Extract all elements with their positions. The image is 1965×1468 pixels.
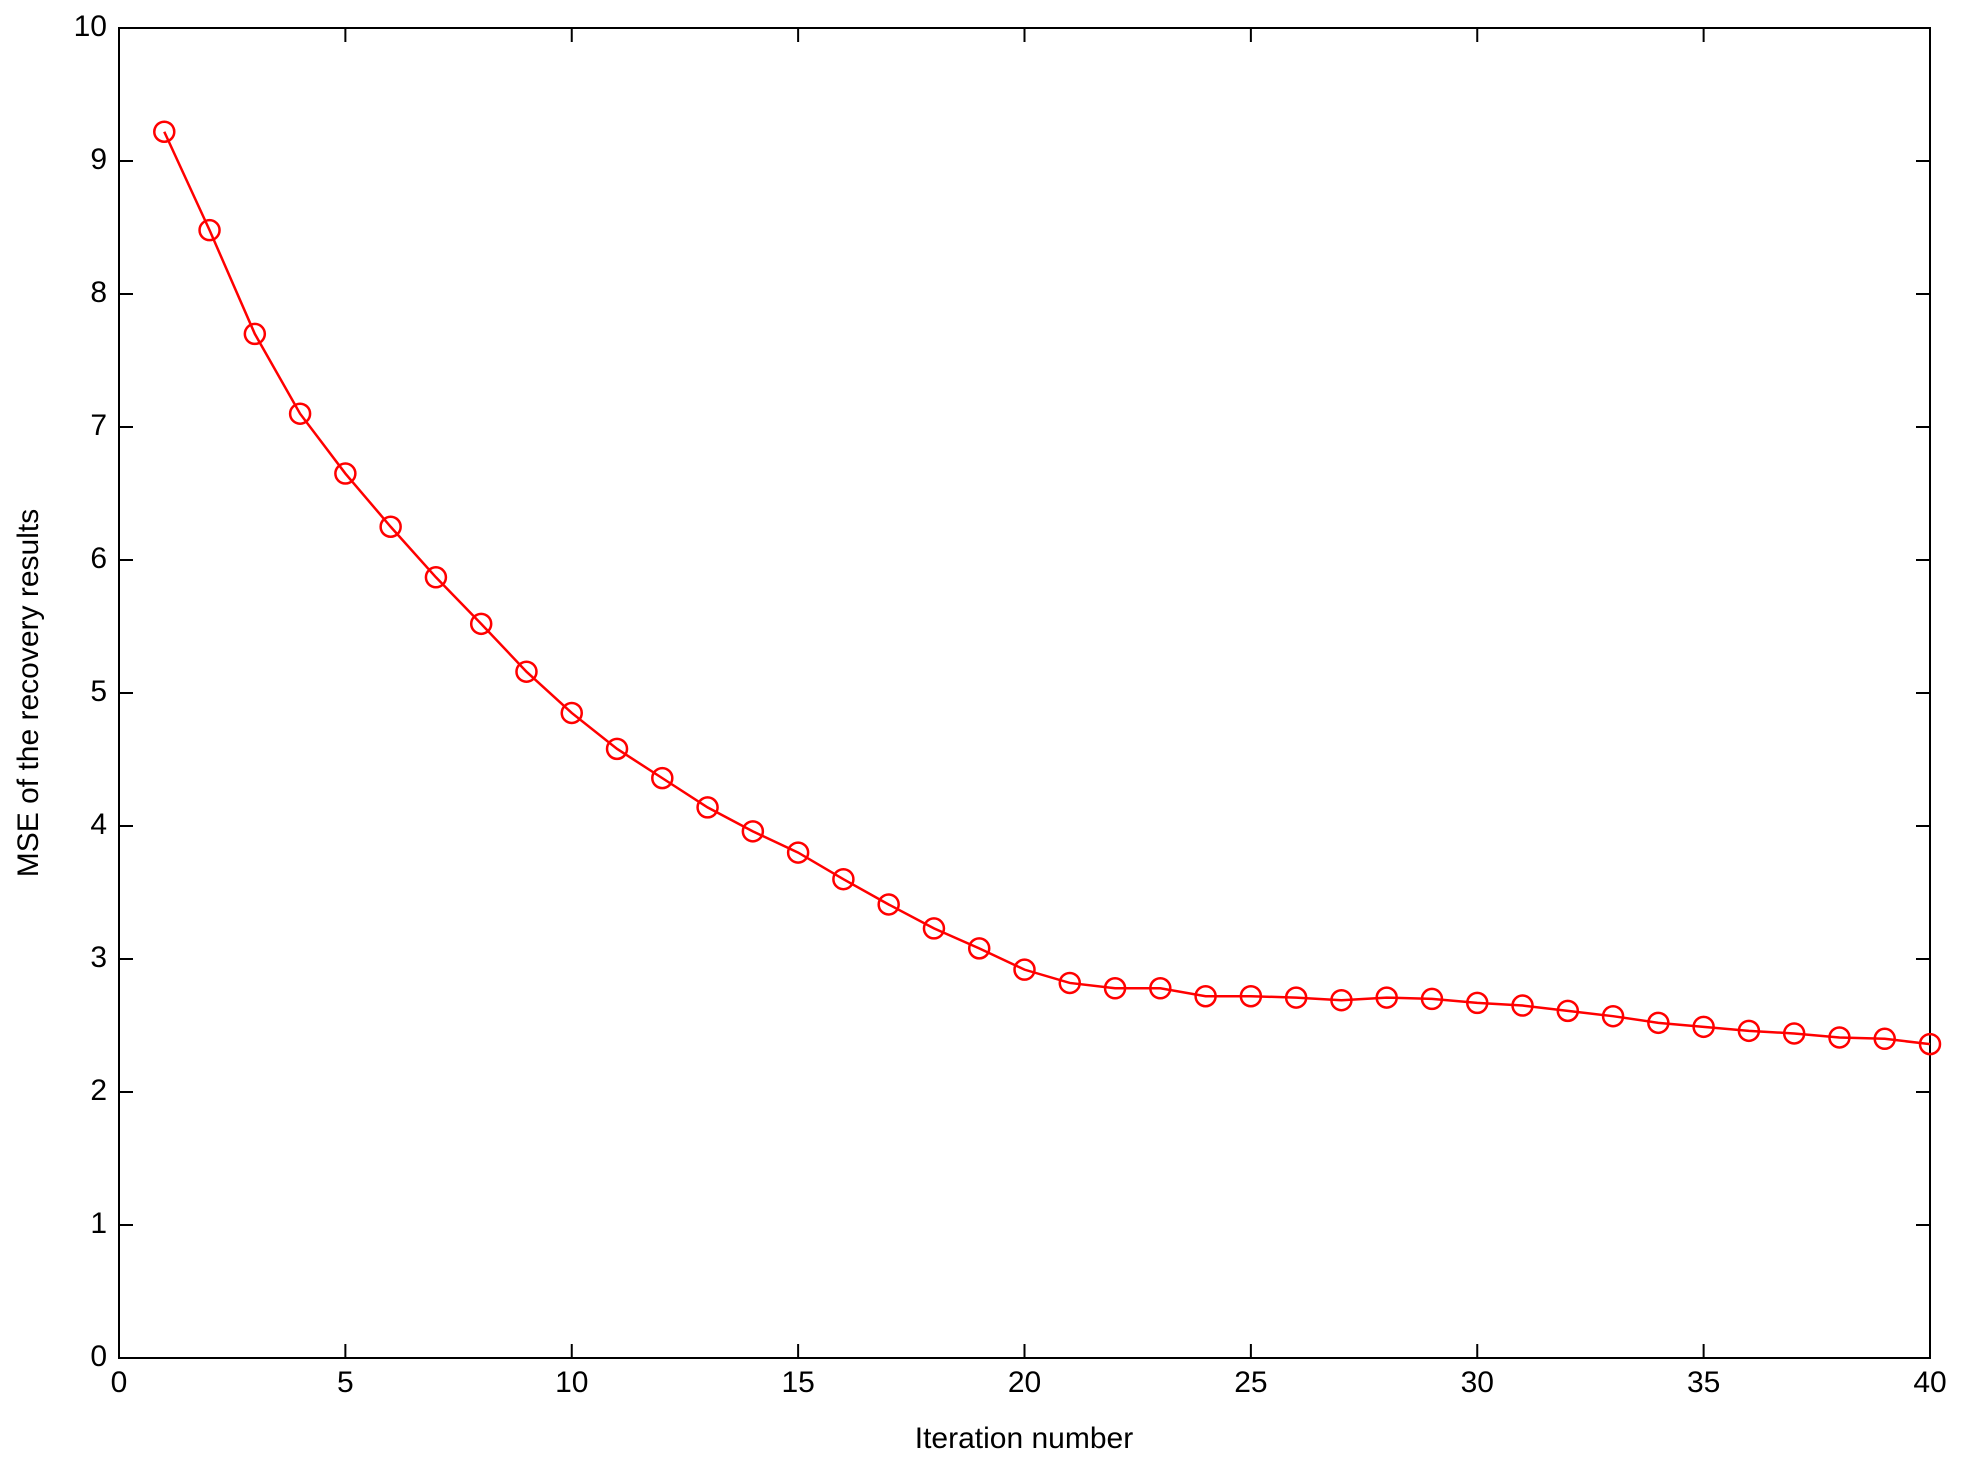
marker bbox=[1466, 991, 1489, 1015]
marker bbox=[153, 120, 176, 143]
marker bbox=[469, 612, 493, 636]
marker bbox=[1375, 986, 1398, 1009]
marker bbox=[1601, 1004, 1625, 1028]
marker bbox=[243, 322, 267, 346]
marker bbox=[1828, 1026, 1851, 1049]
marker bbox=[560, 701, 583, 725]
marker bbox=[1284, 986, 1308, 1009]
marker bbox=[198, 218, 221, 242]
y-tick-label: 5 bbox=[90, 675, 107, 708]
marker bbox=[651, 766, 674, 790]
x-tick-label: 25 bbox=[1234, 1366, 1267, 1399]
y-tick-label: 0 bbox=[90, 1340, 107, 1373]
marker bbox=[1194, 984, 1217, 1008]
marker bbox=[334, 462, 357, 485]
marker bbox=[1737, 1019, 1761, 1043]
x-tick-label: 30 bbox=[1461, 1366, 1494, 1399]
marker bbox=[967, 937, 991, 960]
marker bbox=[786, 841, 810, 864]
y-tick-label: 8 bbox=[90, 276, 107, 309]
marker bbox=[741, 820, 765, 843]
marker bbox=[424, 566, 448, 589]
marker bbox=[1330, 988, 1353, 1012]
marker bbox=[1058, 971, 1082, 995]
marker bbox=[1420, 987, 1444, 1011]
marker bbox=[605, 737, 629, 761]
y-tick-label: 10 bbox=[74, 10, 107, 43]
marker bbox=[1692, 1015, 1715, 1039]
x-tick-label: 20 bbox=[1008, 1366, 1041, 1399]
marker bbox=[288, 402, 312, 425]
marker bbox=[1511, 994, 1534, 1017]
line bbox=[163, 131, 1931, 1046]
marker bbox=[832, 867, 855, 891]
marker bbox=[696, 796, 719, 819]
y-tick-label: 9 bbox=[90, 143, 107, 176]
marker bbox=[877, 893, 900, 916]
y-axis-label: MSE of the recovery results bbox=[12, 509, 45, 877]
x-tick-label: 35 bbox=[1687, 1366, 1720, 1399]
x-axis-label: Iteration number bbox=[915, 1422, 1133, 1455]
y-tick-label: 1 bbox=[90, 1207, 107, 1240]
y-tick-label: 6 bbox=[90, 542, 107, 575]
marker bbox=[1149, 977, 1172, 1000]
marker bbox=[379, 515, 402, 538]
marker bbox=[1556, 999, 1580, 1023]
y-tick-label: 2 bbox=[90, 1074, 107, 1107]
marker bbox=[1873, 1027, 1896, 1051]
marker bbox=[1647, 1011, 1670, 1035]
x-tick-label: 5 bbox=[337, 1366, 354, 1399]
marker bbox=[922, 917, 946, 940]
marker bbox=[1918, 1032, 1942, 1056]
x-tick-label: 0 bbox=[111, 1366, 128, 1399]
x-tick-label: 10 bbox=[555, 1366, 588, 1399]
y-tick-label: 3 bbox=[90, 941, 107, 974]
marker bbox=[515, 660, 538, 683]
y-tick-label: 4 bbox=[90, 808, 107, 841]
x-tick-label: 40 bbox=[1913, 1366, 1946, 1399]
marker bbox=[1103, 977, 1127, 1000]
marker bbox=[1782, 1022, 1806, 1045]
x-tick-label: 15 bbox=[781, 1366, 814, 1399]
marker bbox=[1239, 984, 1263, 1008]
marker bbox=[1013, 958, 1036, 981]
plot-frame bbox=[118, 27, 1931, 1359]
y-tick-label: 7 bbox=[90, 409, 107, 442]
